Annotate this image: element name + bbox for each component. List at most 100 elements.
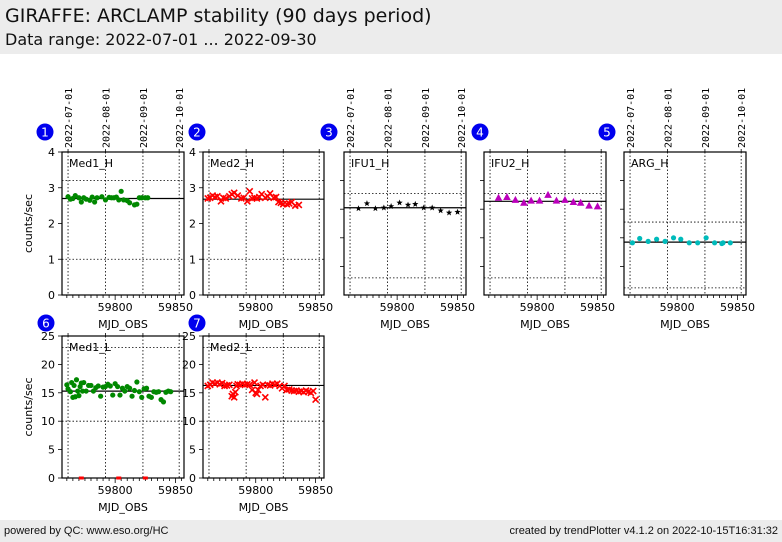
data-point	[75, 388, 81, 394]
data-point	[127, 200, 133, 206]
plot-frame	[483, 151, 607, 296]
x-tick-label: 59850	[440, 301, 475, 314]
data-point	[156, 389, 162, 395]
panel-number: 6	[42, 317, 50, 331]
data-point	[243, 197, 251, 205]
y-axis-label: counts/sec	[22, 194, 35, 253]
panel-number-badge	[37, 314, 55, 332]
data-point	[662, 238, 668, 244]
panel-label: Med1_L	[69, 341, 112, 354]
data-point	[246, 381, 254, 389]
panel-label: Med2_H	[210, 157, 254, 170]
data-point	[280, 382, 289, 390]
data-point	[134, 201, 140, 207]
data-point	[73, 377, 80, 383]
data-point	[139, 394, 145, 400]
data-point	[71, 382, 77, 389]
data-point	[213, 192, 221, 200]
data-point	[420, 204, 427, 211]
data-point	[272, 193, 280, 201]
x-axis-label: MJD_OBS	[660, 318, 710, 331]
data-point	[81, 379, 87, 386]
data-point	[355, 205, 362, 212]
data-point	[585, 201, 593, 209]
data-point	[678, 236, 684, 242]
chart-panel-5: 2022-07-01 2022-08-01 2022-09-01 2022-10-01…	[598, 88, 755, 331]
panel-number: 2	[193, 126, 201, 140]
data-point	[445, 209, 453, 216]
footer: powered by QC: www.eso.org/HC created by…	[0, 520, 782, 542]
y-tick-label: 15	[182, 387, 196, 400]
y-tick-label: 25	[41, 330, 55, 343]
data-point	[148, 394, 154, 400]
x-tick-label: 59800	[238, 484, 273, 497]
data-point	[654, 236, 660, 242]
y-tick-label: 5	[189, 444, 196, 457]
page-title: GIRAFFE: ARCLAMP stability (90 days peri…	[5, 5, 432, 27]
data-point	[131, 387, 138, 394]
data-point	[76, 195, 82, 201]
x-tick-label: 59800	[98, 301, 133, 314]
data-point	[520, 198, 528, 206]
data-point	[552, 196, 561, 204]
x-tick-label: 59850	[158, 484, 193, 497]
header: GIRAFFE: ARCLAMP stability (90 days peri…	[0, 0, 782, 54]
data-point	[122, 388, 128, 394]
x-tick-label: 59800	[98, 484, 133, 497]
panel-number-badge	[471, 123, 489, 141]
panel-label: Med1_H	[69, 157, 113, 170]
data-point	[645, 238, 651, 244]
data-point	[309, 387, 317, 395]
x-tick-label: 59800	[380, 301, 415, 314]
panel-label: IFU1_H	[351, 157, 389, 170]
data-point	[95, 383, 101, 389]
data-point	[576, 198, 585, 206]
date-tick-label: 2022-07-01	[626, 88, 637, 148]
x-tick-label: 59800	[660, 301, 695, 314]
data-point	[118, 188, 124, 194]
data-point	[544, 190, 552, 198]
data-point	[412, 200, 419, 207]
x-tick-label: 59850	[298, 301, 333, 314]
date-tick-label: 2022-07-01	[346, 88, 357, 148]
data-point	[116, 197, 122, 203]
panel-number-badge	[188, 314, 206, 332]
data-point	[78, 199, 84, 205]
data-point	[629, 240, 636, 246]
data-point	[261, 393, 269, 401]
panel-number-badge	[36, 123, 54, 141]
data-point	[94, 195, 100, 201]
outlier-point	[142, 476, 148, 480]
y-tick-label: 20	[41, 358, 55, 371]
y-tick-label: 0	[189, 472, 196, 485]
y-tick-label: 25	[182, 330, 196, 343]
y-tick-label: 0	[189, 289, 196, 302]
data-point	[129, 393, 135, 399]
x-axis-label: MJD_OBS	[98, 318, 148, 331]
data-point	[160, 399, 167, 405]
panel-number: 4	[476, 126, 484, 140]
panel-number: 1	[41, 126, 49, 140]
date-tick-label: 2022-09-01	[701, 88, 712, 148]
y-tick-label: 10	[182, 415, 196, 428]
plot-frame	[343, 151, 467, 296]
data-point	[143, 385, 150, 391]
data-point	[561, 195, 569, 203]
data-point	[88, 382, 94, 389]
data-point	[102, 197, 109, 203]
plot-frame	[623, 151, 747, 296]
y-tick-label: 5	[48, 444, 55, 457]
y-tick-label: 2	[189, 218, 196, 231]
date-tick-label: 2022-09-01	[139, 88, 150, 148]
data-point	[92, 199, 98, 205]
x-axis-label: MJD_OBS	[98, 501, 148, 514]
plot-frame	[61, 335, 185, 479]
data-point	[295, 201, 303, 209]
data-point	[83, 388, 89, 394]
data-point	[711, 240, 718, 246]
panel-label: IFU2_H	[491, 157, 529, 170]
data-point	[429, 204, 436, 211]
data-point	[363, 200, 371, 207]
x-tick-label: 59850	[580, 301, 615, 314]
data-point	[511, 195, 520, 203]
